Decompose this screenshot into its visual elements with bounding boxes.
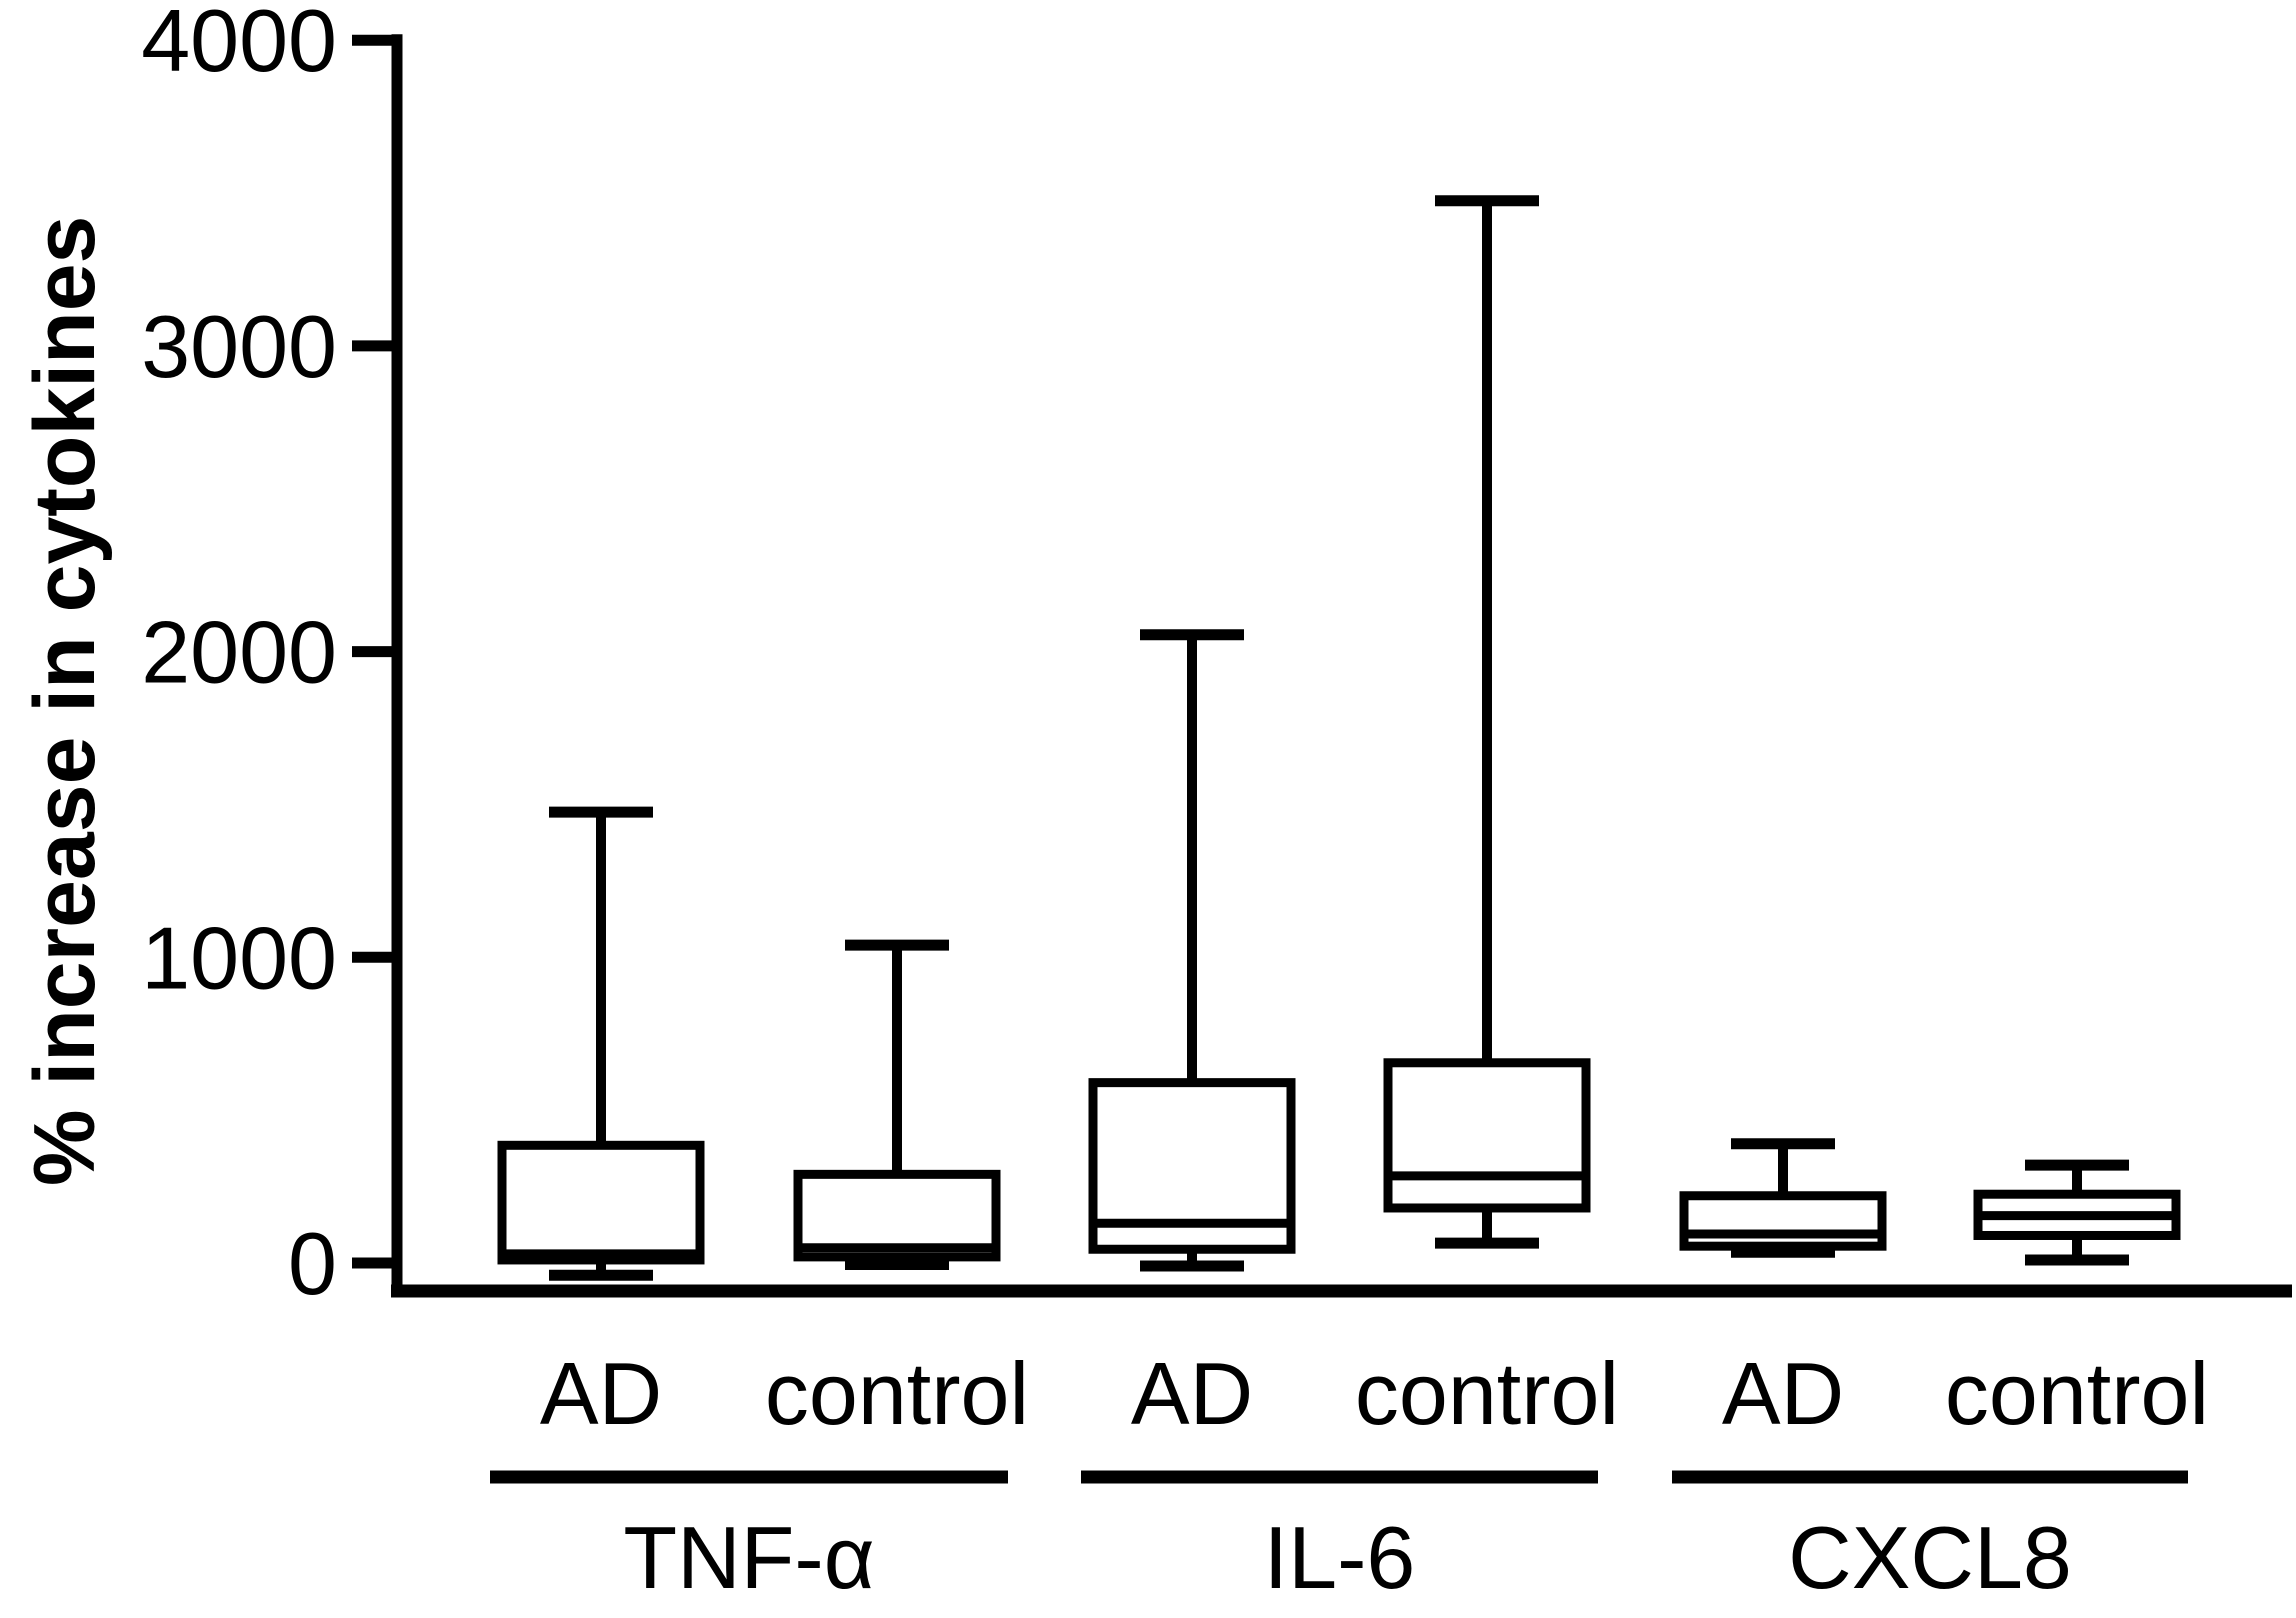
condition-label: control <box>1355 1344 1619 1443</box>
group-label: IL-6 <box>1264 1508 1416 1607</box>
group-label: CXCL8 <box>1788 1508 2072 1607</box>
y-tick-label: 4000 <box>141 0 337 90</box>
y-tick-label: 2000 <box>141 603 337 702</box>
iqr-box <box>497 1140 705 1265</box>
y-tick-label: 0 <box>288 1214 337 1313</box>
y-axis-title: % increase in cytokines <box>17 215 113 1186</box>
condition-label: AD <box>1131 1344 1253 1443</box>
iqr-box <box>1679 1191 1887 1251</box>
group-label: TNF-α <box>623 1508 874 1607</box>
iqr-box <box>793 1169 1001 1262</box>
y-tick-label: 3000 <box>141 297 337 396</box>
y-tick-label: 1000 <box>141 908 337 1007</box>
condition-label: AD <box>1722 1344 1844 1443</box>
condition-label: control <box>1945 1344 2209 1443</box>
condition-label: AD <box>540 1344 662 1443</box>
condition-label: control <box>765 1344 1029 1443</box>
iqr-box <box>1383 1058 1591 1213</box>
